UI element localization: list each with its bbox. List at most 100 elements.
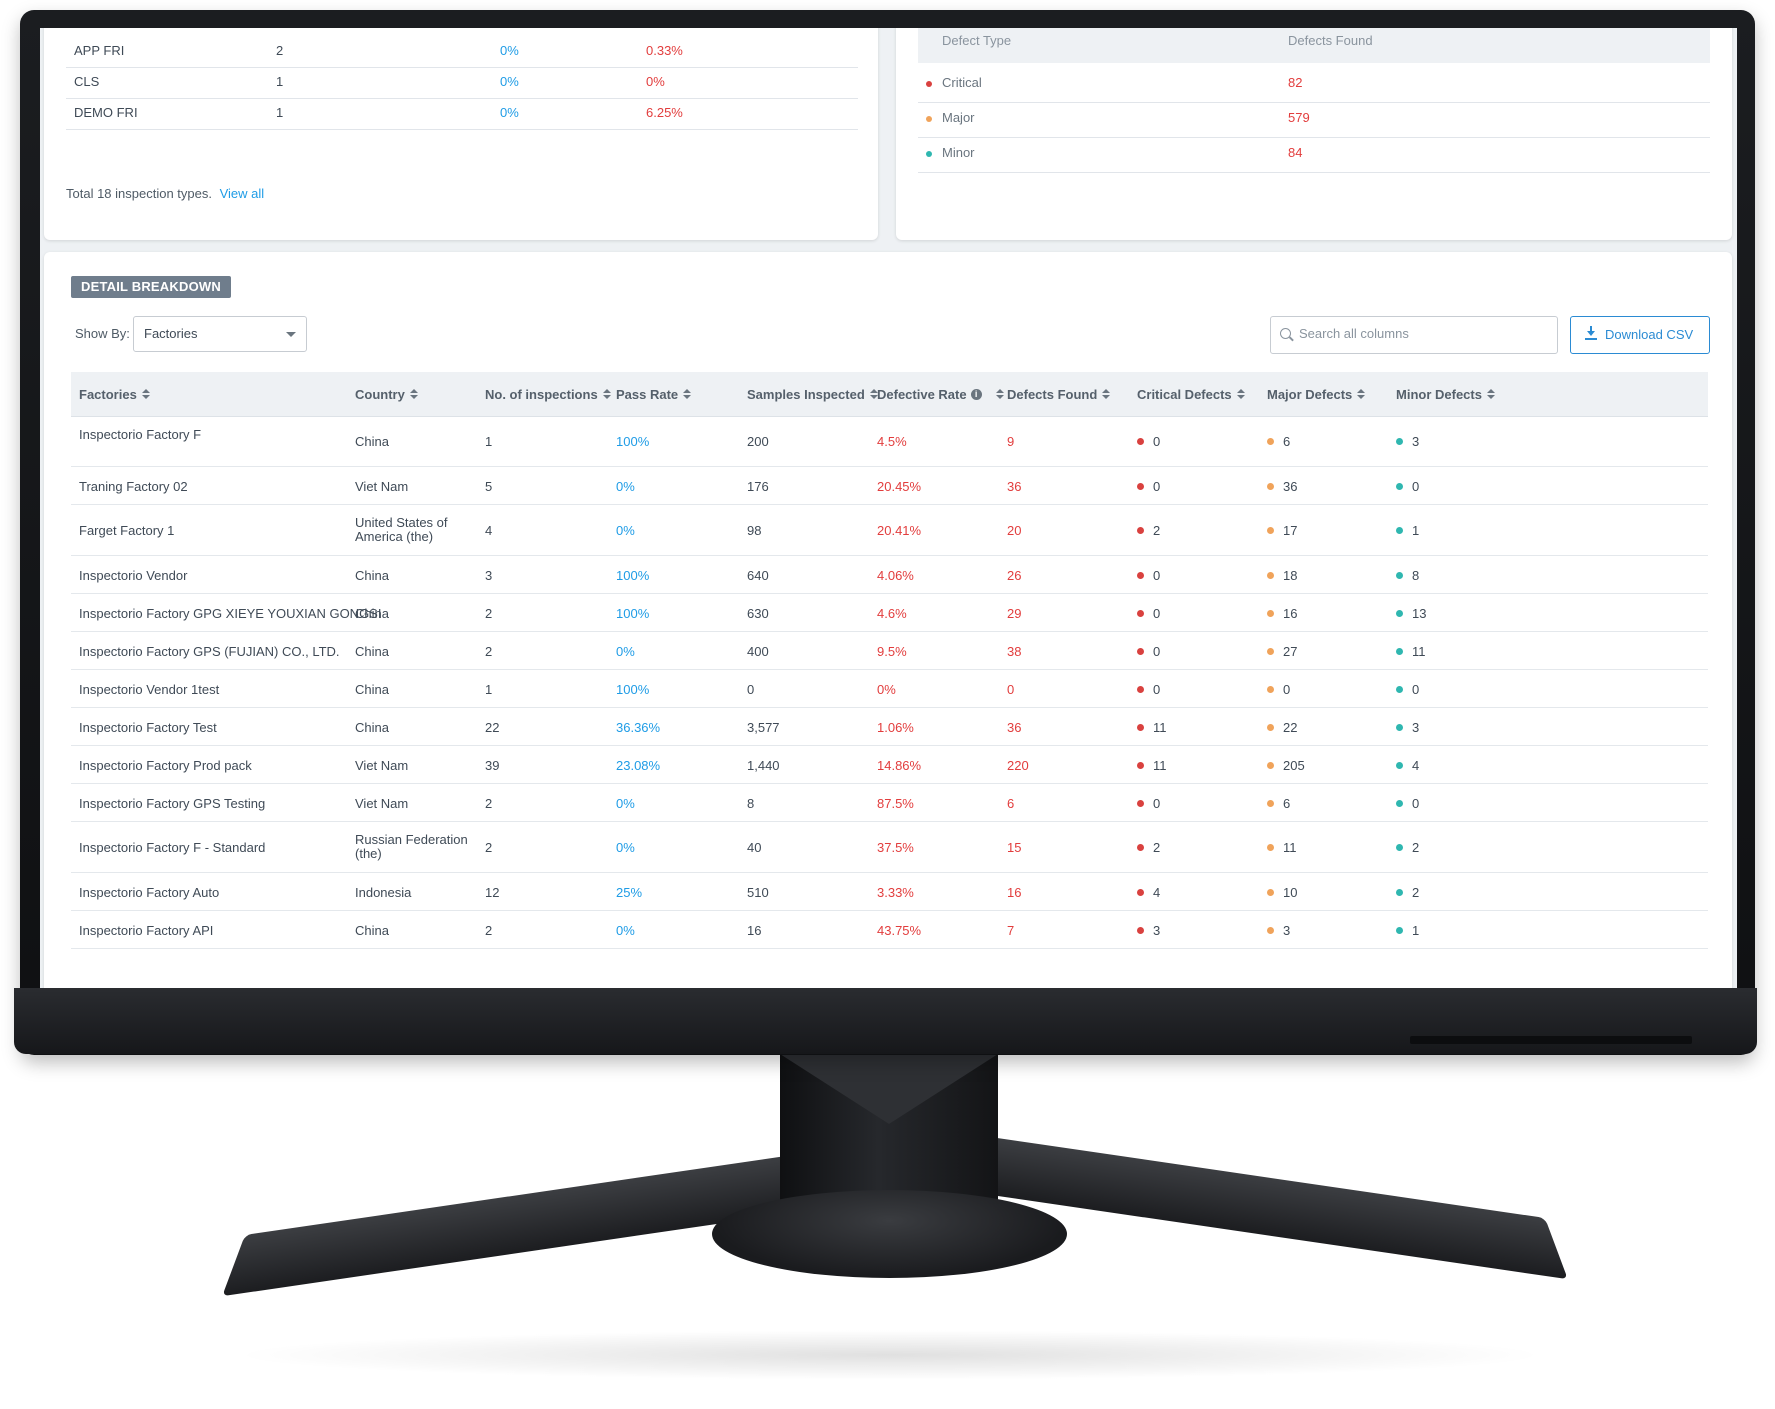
table-row[interactable]: Inspectorio Vendor 1test China 1 100% 0 0% 0 0 0… — [71, 670, 1708, 708]
major-dot-icon — [1267, 527, 1274, 535]
cell-defective-rate: 87.5% — [877, 796, 914, 811]
cell-country: Viet Nam — [355, 479, 409, 494]
table-row[interactable]: Inspectorio Factory Test China 22 36.36% 3,5… — [71, 708, 1708, 746]
cell-inspections: 3 — [485, 568, 493, 583]
inspection-type-name: APP FRI — [74, 43, 125, 58]
cell-pass-rate: 0% — [616, 523, 635, 538]
defect-type-column-header: Defect Type — [942, 33, 1012, 48]
cell-pass-rate: 25% — [616, 885, 643, 900]
cell-country: China — [355, 606, 389, 621]
major-count: 27 — [1283, 644, 1298, 659]
cell-country: China — [355, 720, 389, 735]
table-row[interactable]: Farget Factory 1 United States of America… — [71, 505, 1708, 556]
search-input[interactable] — [1297, 325, 1551, 342]
inspection-type-name: CLS — [74, 74, 100, 89]
download-csv-button[interactable]: Download CSV — [1570, 316, 1710, 354]
defect-types-card: Defect Type Defects Found Critical 82 Majo… — [896, 28, 1732, 240]
show-by-select[interactable]: Factories — [133, 316, 307, 352]
cell-factory: Inspectorio Factory F - Standard — [79, 840, 266, 855]
cell-inspections: 1 — [485, 682, 493, 697]
table-row[interactable]: Inspectorio Factory F China 1 100% 200 4.5% 9 0… — [71, 416, 1708, 467]
table-row[interactable]: Inspectorio Factory Auto Indonesia 12 25% 51… — [71, 873, 1708, 911]
cell-samples: 16 — [747, 923, 762, 938]
col-header-critical[interactable]: Critical Defects — [1137, 387, 1245, 402]
cell-critical-defects: 0 — [1137, 606, 1160, 621]
inspection-type-row: CLS 1 0% 0% — [66, 63, 858, 99]
caret-down-icon — [286, 332, 296, 337]
major-count: 205 — [1283, 758, 1305, 773]
major-dot-icon — [1267, 610, 1274, 618]
cell-major-defects: 3 — [1267, 923, 1290, 938]
table-row[interactable]: Inspectorio Factory F - Standard Russian … — [71, 822, 1708, 873]
cell-factory: Inspectorio Factory GPS Testing — [79, 796, 266, 811]
search-box[interactable] — [1270, 316, 1558, 354]
major-count: 6 — [1283, 796, 1291, 811]
col-header-factories[interactable]: Factories — [79, 387, 150, 402]
cell-defective-rate: 3.33% — [877, 885, 914, 900]
table-row[interactable]: Traning Factory 02 Viet Nam 5 0% 176 20.45% 36… — [71, 467, 1708, 505]
cell-samples: 1,440 — [747, 758, 780, 773]
cell-factory: Inspectorio Vendor 1test — [79, 682, 220, 697]
detail-breakdown-card: DETAIL BREAKDOWN Show By: Factories Down… — [44, 252, 1732, 988]
col-header-pass-rate[interactable]: Pass Rate — [616, 387, 692, 402]
table-row[interactable]: Inspectorio Vendor China 3 100% 640 4.06% 26 0 1… — [71, 556, 1708, 594]
minor-dot-icon — [1396, 648, 1403, 656]
cell-defective-rate: 4.5% — [877, 434, 907, 449]
major-dot-icon — [1267, 844, 1274, 852]
show-by-label: Show By: — [75, 326, 130, 341]
col-header-defective-rate[interactable]: Defective Rate i — [877, 387, 1004, 402]
col-header-country[interactable]: Country — [355, 387, 418, 402]
cell-samples: 510 — [747, 885, 769, 900]
cell-pass-rate: 100% — [616, 434, 650, 449]
minor-dot-icon — [1396, 762, 1403, 770]
critical-dot-icon — [1137, 889, 1144, 897]
minor-dot-icon — [1396, 927, 1403, 935]
major-dot-icon — [1267, 572, 1274, 580]
major-count: 36 — [1283, 479, 1298, 494]
cell-country: Indonesia — [355, 885, 412, 900]
cell-minor-defects: 0 — [1396, 796, 1419, 811]
minor-dot-icon — [1396, 483, 1403, 491]
cell-defects-found: 15 — [1007, 840, 1022, 855]
cell-samples: 176 — [747, 479, 769, 494]
col-header-samples[interactable]: Samples Inspected — [747, 387, 878, 402]
defects-found-column-header: Defects Found — [1288, 33, 1373, 48]
cell-inspections: 22 — [485, 720, 500, 735]
col-header-inspections[interactable]: No. of inspections — [485, 387, 611, 402]
table-row[interactable]: Inspectorio Factory GPS Testing Viet Nam 2… — [71, 784, 1708, 822]
col-header-minor[interactable]: Minor Defects — [1396, 387, 1495, 402]
sort-icon — [683, 388, 692, 401]
cell-factory: Inspectorio Factory GPS (FUJIAN) CO., LT… — [79, 644, 340, 659]
minor-count: 4 — [1412, 758, 1420, 773]
cell-critical-defects: 2 — [1137, 523, 1160, 538]
cell-samples: 400 — [747, 644, 769, 659]
minor-count: 3 — [1412, 720, 1420, 735]
cell-minor-defects: 0 — [1396, 479, 1419, 494]
cell-defects-found: 6 — [1007, 796, 1015, 811]
critical-dot-icon — [1137, 483, 1144, 491]
table-row[interactable]: Inspectorio Factory GPS (FUJIAN) CO., LT… — [71, 632, 1708, 670]
sort-icon — [141, 388, 150, 401]
minor-count: 0 — [1412, 479, 1420, 494]
cell-pass-rate: 0% — [616, 923, 635, 938]
col-header-defects-found[interactable]: Defects Found — [1007, 387, 1111, 402]
major-count: 10 — [1283, 885, 1298, 900]
major-count: 0 — [1283, 682, 1291, 697]
major-count: 16 — [1283, 606, 1298, 621]
table-row[interactable]: Inspectorio Factory GPG XIEYE YOUXIAN GO… — [71, 594, 1708, 632]
table-row[interactable]: Inspectorio Factory API China 2 0% 16 43.75% 7… — [71, 911, 1708, 949]
minor-count: 0 — [1412, 682, 1420, 697]
major-count: 18 — [1283, 568, 1298, 583]
table-row[interactable]: Inspectorio Factory Prod pack Viet Nam 39 2… — [71, 746, 1708, 784]
critical-count: 11 — [1153, 758, 1167, 773]
cell-minor-defects: 2 — [1396, 885, 1419, 900]
view-all-link[interactable]: View all — [219, 186, 265, 201]
cell-inspections: 2 — [485, 606, 493, 621]
floor-shadow — [230, 1330, 1550, 1380]
cell-country: Viet Nam — [355, 758, 409, 773]
sort-icon — [1357, 388, 1366, 401]
critical-count: 0 — [1153, 479, 1161, 494]
minor-dot-icon — [1396, 572, 1403, 580]
cell-country: United States of America (the) — [355, 515, 448, 544]
col-header-major[interactable]: Major Defects — [1267, 387, 1366, 402]
